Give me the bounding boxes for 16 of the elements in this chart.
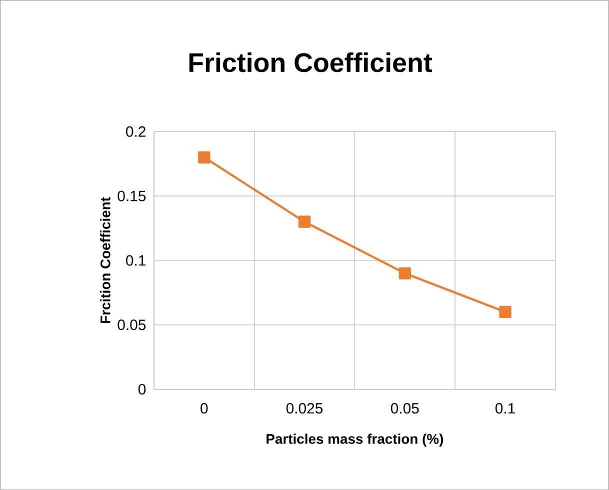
x-axis-title: Particles mass fraction (%) [266, 434, 444, 447]
x-tick-label: 0.1 [495, 402, 515, 414]
point [499, 306, 512, 318]
y-tick-label: 0.15 [118, 190, 146, 202]
y-tick-label: 0.1 [126, 255, 146, 266]
y-tick-label: 0.05 [118, 319, 146, 330]
y-tick-label: 0 [138, 384, 146, 394]
x-tick-label: 0 [200, 402, 208, 414]
chart-title: Friction Coefficient [189, 52, 432, 72]
y-axis-title: Frcition Coefficient [100, 197, 110, 323]
x-tick-label: 0.025 [286, 402, 323, 414]
point [398, 267, 411, 280]
point [198, 151, 210, 164]
point [298, 216, 311, 228]
x-tick-label: 0.05 [390, 402, 419, 414]
y-tick-label: 0.2 [126, 126, 146, 137]
